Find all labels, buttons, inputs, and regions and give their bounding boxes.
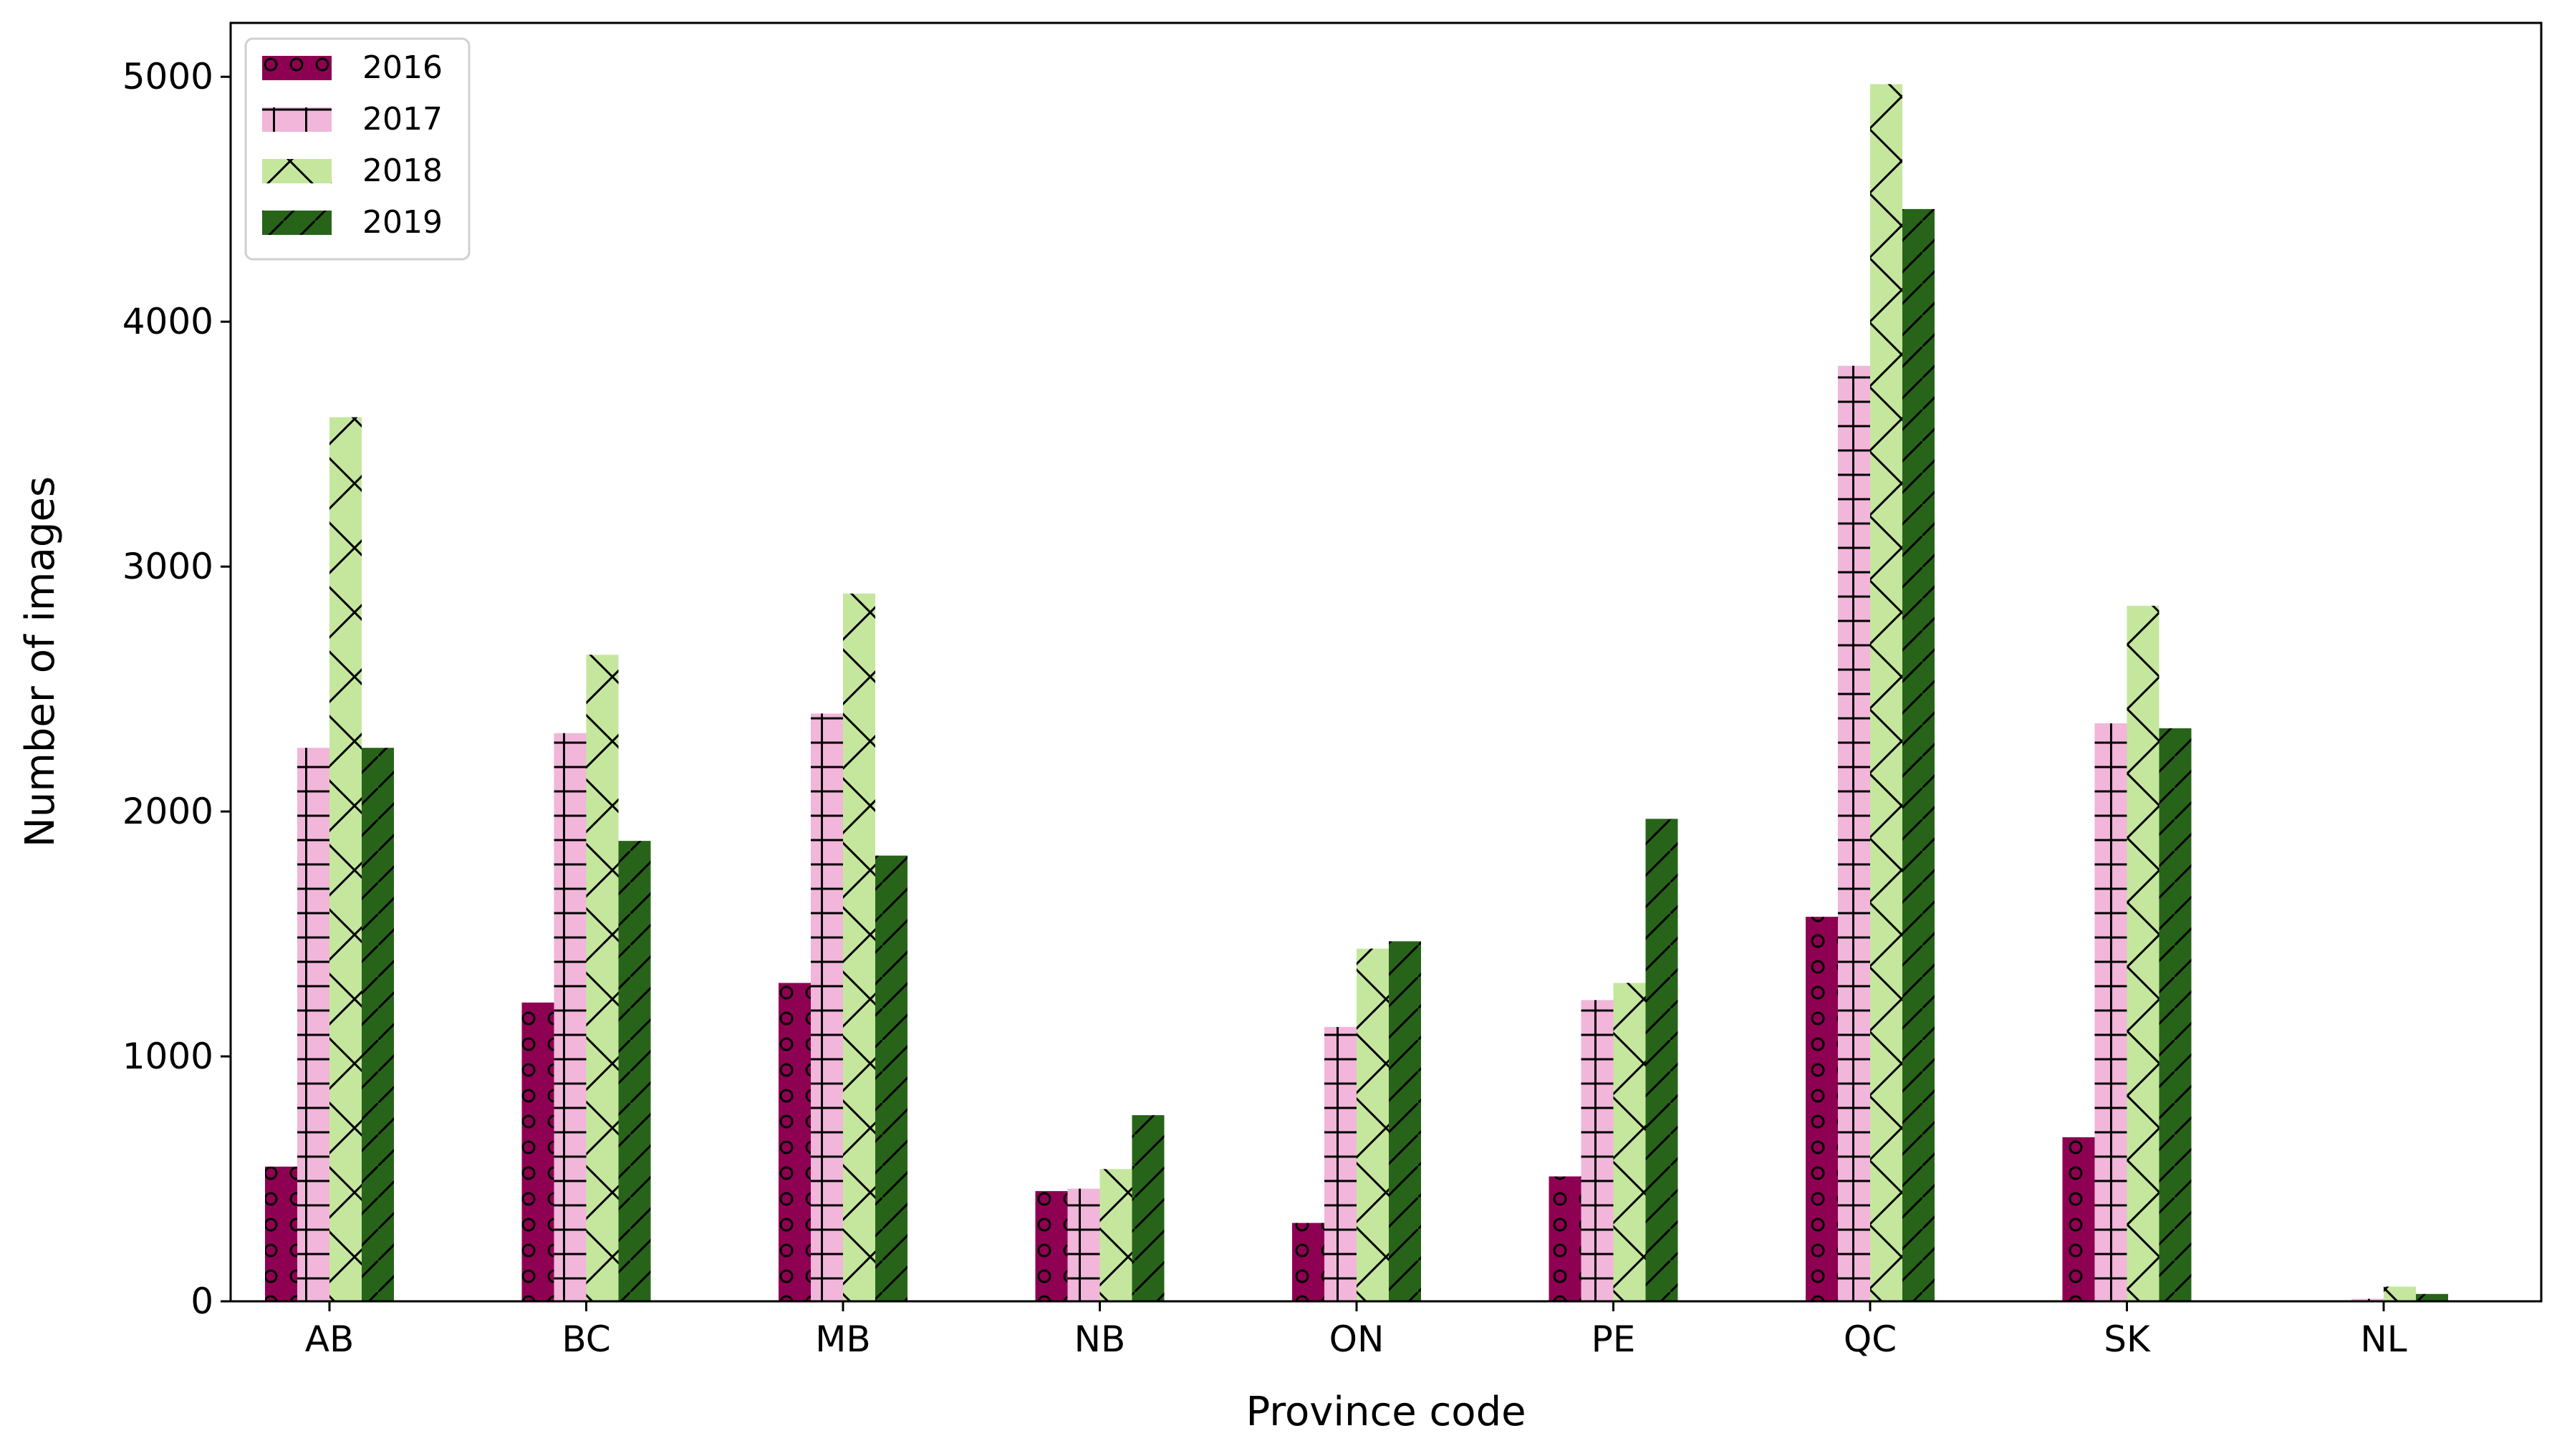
x-tick-label-QC: QC <box>1844 1318 1897 1360</box>
bar-2017-NB <box>1067 1188 1100 1301</box>
bar-2017-QC <box>1838 365 1870 1302</box>
bar-2019-MB <box>875 855 907 1301</box>
bar-2019-NL <box>2416 1293 2448 1301</box>
x-axis-ticks: AB BC MB NB ON PE QC SK NL <box>305 1301 2407 1360</box>
bar-2018-MB <box>843 593 875 1301</box>
x-tick-label-AB: AB <box>305 1318 355 1360</box>
bar-2019-QC <box>1902 208 1935 1302</box>
y-tick-label: 5000 <box>122 56 213 97</box>
bar-2018-NB <box>1099 1169 1132 1301</box>
bar-2016-NB <box>1035 1191 1068 1301</box>
bar-2016-SK <box>2062 1137 2095 1301</box>
bar-2016-BC <box>521 1002 554 1301</box>
bar-2019-PE <box>1645 819 1678 1301</box>
bar-2018-QC <box>1870 84 1902 1301</box>
legend-swatch-2017 <box>262 107 332 132</box>
legend: 2016 2017 2018 2019 <box>244 37 471 261</box>
y-axis-ticks: 0 1000 2000 3000 4000 5000 <box>122 56 231 1322</box>
x-tick-label-NL: NL <box>2360 1318 2407 1360</box>
bar-2016-PE <box>1549 1176 1581 1301</box>
bar-2019-NB <box>1132 1115 1165 1301</box>
bar-2018-NL <box>2384 1286 2416 1301</box>
y-axis-title: Number of images <box>17 476 64 847</box>
x-tick-label-BC: BC <box>562 1318 610 1360</box>
bar-2018-ON <box>1357 948 1389 1301</box>
bars-layer <box>265 84 2448 1302</box>
legend-label-2018: 2018 <box>362 153 443 189</box>
x-tick-label-PE: PE <box>1591 1318 1636 1360</box>
legend-swatch-2019 <box>262 211 332 235</box>
bar-2017-AB <box>297 748 329 1301</box>
legend-swatch-2018 <box>262 159 332 183</box>
legend-label-2019: 2019 <box>362 204 443 241</box>
x-tick-label-ON: ON <box>1329 1318 1385 1360</box>
x-tick-label-MB: MB <box>815 1318 870 1360</box>
y-tick-label: 2000 <box>122 791 213 832</box>
bar-2019-BC <box>618 841 651 1301</box>
bar-2018-AB <box>329 417 362 1302</box>
legend-label-2017: 2017 <box>362 101 443 138</box>
bar-2016-AB <box>265 1166 297 1301</box>
y-tick-label: 4000 <box>122 301 213 342</box>
bar-2018-PE <box>1613 983 1646 1301</box>
bar-2017-MB <box>811 713 843 1301</box>
bar-2016-QC <box>1806 917 1838 1301</box>
x-axis-title: Province code <box>1246 1389 1526 1435</box>
y-tick-label: 0 <box>191 1281 213 1322</box>
bar-2018-SK <box>2127 605 2159 1301</box>
legend-label-2016: 2016 <box>362 49 443 86</box>
bar-2019-ON <box>1389 941 1421 1301</box>
bar-2017-ON <box>1324 1027 1357 1301</box>
bar-2016-ON <box>1292 1223 1324 1301</box>
plot-frame <box>229 21 2543 1303</box>
y-tick-label: 1000 <box>122 1036 213 1077</box>
bar-2019-AB <box>362 748 394 1301</box>
x-tick-label-SK: SK <box>2104 1318 2151 1360</box>
bar-2018-BC <box>586 655 619 1301</box>
bar-2017-BC <box>554 733 587 1301</box>
x-tick-label-NB: NB <box>1074 1318 1126 1360</box>
y-tick-label: 3000 <box>122 546 213 587</box>
bar-2017-SK <box>2094 723 2127 1301</box>
bar-2019-SK <box>2159 728 2192 1301</box>
bar-2016-MB <box>779 983 811 1301</box>
legend-box <box>244 37 471 261</box>
bar-2017-PE <box>1581 1000 1614 1301</box>
legend-swatch-2016 <box>262 56 332 80</box>
bar-2017-NL <box>2351 1298 2384 1301</box>
